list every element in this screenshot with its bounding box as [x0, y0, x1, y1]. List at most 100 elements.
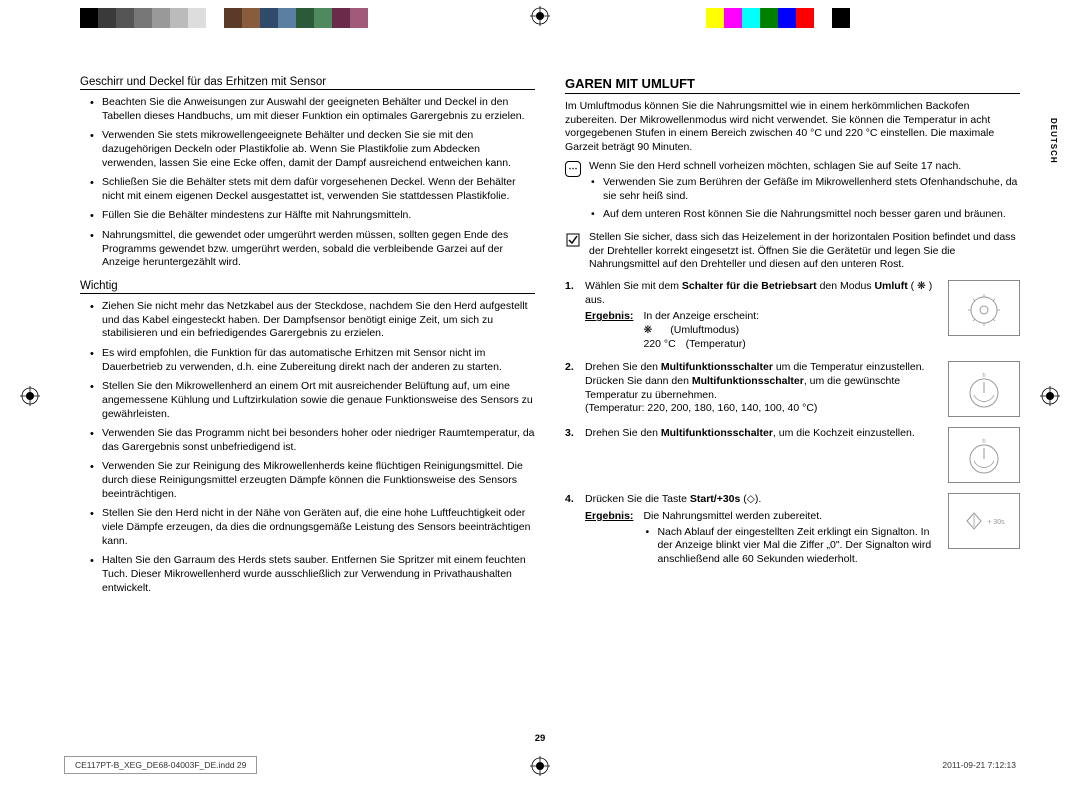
step4-sub: Nach Ablauf der eingestellten Zeit erkli…	[643, 526, 938, 567]
swatch	[742, 8, 760, 28]
step-3: 3. Drehen Sie den Multifunktionsschalter…	[565, 427, 1020, 483]
dial-icon: h	[948, 427, 1020, 483]
swatch	[814, 8, 832, 28]
color-bar-left	[80, 8, 368, 28]
swatch	[98, 8, 116, 28]
t: Drehen Sie den	[585, 361, 661, 373]
language-tab: DEUTSCH	[1049, 118, 1058, 164]
svg-text:h: h	[982, 373, 985, 379]
t: (Temperatur)	[686, 338, 746, 352]
steps-list: 1. Wählen Sie mit dem Schalter für die B…	[565, 280, 1020, 571]
swatch	[278, 8, 296, 28]
swatch	[314, 8, 332, 28]
result-label: Ergebnis:	[585, 310, 633, 351]
bullet: Halten Sie den Garraum des Herds stets s…	[102, 554, 535, 595]
result-label: Ergebnis:	[585, 510, 633, 572]
t: Nach Ablauf der eingestellten Zeit erkli…	[657, 526, 938, 567]
check-box: Stellen Sie sicher, dass sich das Heizel…	[565, 231, 1020, 272]
t: 220 °C	[643, 338, 675, 352]
intro-paragraph: Im Umluftmodus können Sie die Nahrungsmi…	[565, 100, 1020, 155]
t: Die Nahrungsmittel werden zubereitet.	[643, 510, 938, 524]
t: Multifunktionsschalter	[661, 427, 773, 439]
bullet: Es wird empfohlen, die Funktion für das …	[102, 347, 535, 374]
bullet: Stellen Sie den Herd nicht in der Nähe v…	[102, 507, 535, 548]
swatch	[724, 8, 742, 28]
bullet: Stellen Sie den Mikrowellenherd an einem…	[102, 380, 535, 421]
sensor-bullets: Beachten Sie die Anweisungen zur Auswahl…	[80, 96, 535, 270]
step-4: 4. Drücken Sie die Taste Start/+30s (◇).…	[565, 493, 1020, 571]
swatch	[760, 8, 778, 28]
step-2: 2. Drehen Sie den Multifunktionsschalter…	[565, 361, 1020, 417]
swatch	[224, 8, 242, 28]
check-icon	[565, 232, 581, 248]
t: (Umluftmodus)	[670, 324, 739, 338]
check-text: Stellen Sie sicher, dass sich das Heizel…	[589, 231, 1020, 272]
info-main-text: Wenn Sie den Herd schnell vorheizen möch…	[589, 160, 1020, 174]
footer: CE117PT-B_XEG_DE68-04003F_DE.indd 29 201…	[64, 756, 1016, 774]
svg-text:h: h	[982, 439, 985, 445]
bullet: Verwenden Sie das Programm nicht bei bes…	[102, 427, 535, 454]
t: In der Anzeige erscheint:	[643, 310, 938, 324]
bullet: Nahrungsmittel, die gewendet oder umgerü…	[102, 229, 535, 270]
swatch	[188, 8, 206, 28]
important-bullets: Ziehen Sie nicht mehr das Netzkabel aus …	[80, 300, 535, 595]
main-title: GAREN MIT UMLUFT	[565, 76, 1020, 94]
swatch	[296, 8, 314, 28]
step-num: 3.	[565, 427, 579, 483]
footer-timestamp: 2011-09-21 7:12:13	[942, 760, 1016, 770]
section-title-important: Wichtig	[80, 280, 535, 294]
bullet: Füllen Sie die Behälter mindestens zur H…	[102, 209, 535, 223]
reg-mark-left	[20, 386, 40, 406]
info-sub-list: Verwenden Sie zum Berühren der Gefäße im…	[589, 176, 1020, 222]
t: Schalter für die Betriebsart	[682, 280, 817, 292]
t: Drehen Sie den	[585, 427, 661, 439]
step-num: 1.	[565, 280, 579, 351]
t: Umluft	[874, 280, 907, 292]
footer-filename: CE117PT-B_XEG_DE68-04003F_DE.indd 29	[64, 756, 257, 774]
swatch	[80, 8, 98, 28]
bullet: Schließen Sie die Behälter stets mit dem…	[102, 176, 535, 203]
svg-text:+ 30s: + 30s	[987, 519, 1005, 526]
step-num: 4.	[565, 493, 579, 571]
t: Multifunktionsschalter	[692, 375, 804, 387]
page-content: Geschirr und Deckel für das Erhitzen mit…	[80, 76, 1020, 732]
info-icon: ⋯	[565, 161, 581, 177]
t: ❋	[643, 324, 652, 338]
t: Multifunktionsschalter	[661, 361, 773, 373]
swatch	[260, 8, 278, 28]
dial-icon: h	[948, 361, 1020, 417]
bullet: Auf dem unteren Rost können Sie die Nahr…	[603, 208, 1020, 222]
mode-dial-icon	[948, 280, 1020, 336]
swatch	[116, 8, 134, 28]
left-column: Geschirr und Deckel für das Erhitzen mit…	[80, 76, 535, 732]
page-number: 29	[535, 733, 546, 744]
t: Drücken Sie die Taste	[585, 493, 690, 505]
reg-mark-right	[1040, 386, 1060, 406]
start-button-icon: + 30s	[948, 493, 1020, 549]
reg-mark-top	[530, 6, 550, 26]
t: , um die Kochzeit einzustellen.	[773, 427, 915, 439]
swatch	[778, 8, 796, 28]
t: (Temperatur: 220, 200, 180, 160, 140, 10…	[585, 402, 938, 416]
swatch	[152, 8, 170, 28]
bullet: Verwenden Sie zur Reinigung des Mikrowel…	[102, 460, 535, 501]
t: Wählen Sie mit dem	[585, 280, 682, 292]
swatch	[206, 8, 224, 28]
swatch	[706, 8, 724, 28]
t: den Modus	[817, 280, 875, 292]
right-column: GAREN MIT UMLUFT Im Umluftmodus können S…	[565, 76, 1020, 732]
color-bar-right	[706, 8, 850, 28]
swatch	[134, 8, 152, 28]
swatch	[242, 8, 260, 28]
bullet: Ziehen Sie nicht mehr das Netzkabel aus …	[102, 300, 535, 341]
t: Start/+30s	[690, 493, 741, 505]
swatch	[350, 8, 368, 28]
swatch	[832, 8, 850, 28]
step-num: 2.	[565, 361, 579, 417]
bullet: Verwenden Sie zum Berühren der Gefäße im…	[603, 176, 1020, 203]
t: (◇).	[740, 493, 761, 505]
section-title-sensor: Geschirr und Deckel für das Erhitzen mit…	[80, 76, 535, 90]
swatch	[796, 8, 814, 28]
bullet: Beachten Sie die Anweisungen zur Auswahl…	[102, 96, 535, 123]
swatch	[170, 8, 188, 28]
